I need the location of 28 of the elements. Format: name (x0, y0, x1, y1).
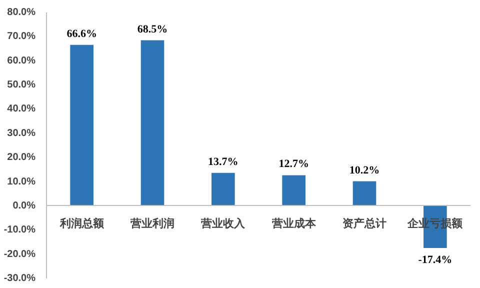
y-tick-label: -30.0% (4, 273, 36, 284)
bar (212, 172, 235, 206)
data-label: 10.2% (349, 164, 380, 176)
y-tick-label: 40.0% (7, 104, 36, 115)
y-tick-label: 60.0% (7, 55, 36, 66)
y-tick-label: 50.0% (7, 80, 36, 91)
x-tick-label: 营业收入 (200, 216, 246, 230)
y-tick-label: 0.0% (12, 200, 36, 212)
data-label: 68.5% (137, 23, 168, 36)
y-tick-label: -10.0% (4, 224, 36, 236)
x-tick-label: 资产总计 (342, 216, 386, 230)
data-label: -17.4% (418, 254, 452, 266)
y-tick-label: 10.0% (7, 176, 36, 188)
bar (70, 44, 94, 206)
x-tick-label: 营业成本 (270, 216, 317, 230)
y-tick-label: 70.0% (7, 31, 36, 42)
y-tick-label: 20.0% (7, 152, 36, 164)
data-label: 13.7% (208, 156, 238, 168)
bar (282, 175, 306, 206)
y-tick-label: 30.0% (7, 128, 36, 139)
data-label: 12.7% (278, 158, 309, 170)
data-label: 66.6% (66, 28, 97, 40)
x-tick-label: 营业利润 (130, 216, 174, 230)
y-tick-label: 80.0% (7, 7, 36, 18)
bar (352, 181, 376, 206)
x-tick-label: 利润总额 (58, 216, 105, 230)
bar (140, 40, 164, 206)
y-tick-label: -20.0% (4, 248, 36, 260)
